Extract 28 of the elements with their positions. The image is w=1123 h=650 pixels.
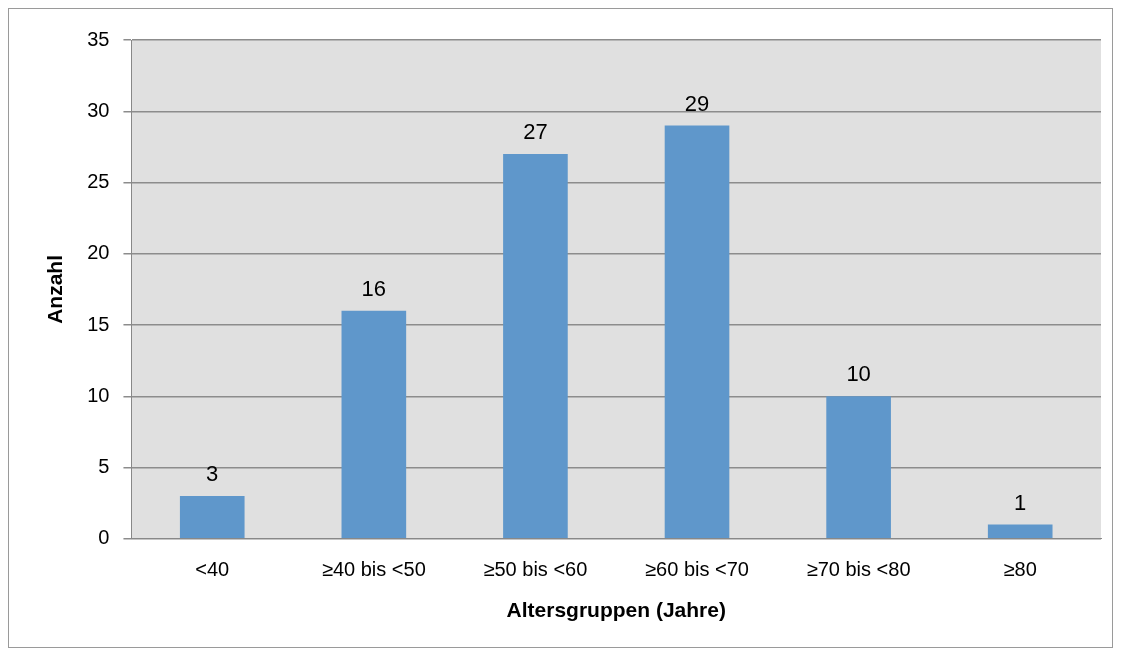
data-label: 3 bbox=[206, 461, 219, 487]
bar bbox=[503, 154, 568, 539]
y-axis-title: Anzahl bbox=[43, 254, 67, 324]
y-tick-label: 35 bbox=[87, 27, 110, 50]
bar bbox=[664, 125, 730, 539]
bar bbox=[987, 524, 1053, 539]
data-label: 27 bbox=[523, 119, 548, 145]
y-tick-label: 15 bbox=[87, 312, 110, 335]
x-tick-label: ≥40 bis <50 bbox=[321, 558, 426, 581]
bar bbox=[826, 396, 891, 539]
bar bbox=[341, 310, 407, 539]
x-tick-label: ≥70 bis <80 bbox=[806, 558, 911, 581]
y-tick-label: 30 bbox=[87, 98, 110, 121]
x-axis-title: Altersgruppen (Jahre) bbox=[506, 598, 726, 622]
y-tick-label: 20 bbox=[87, 241, 110, 264]
y-tick-label: 25 bbox=[87, 170, 110, 193]
data-label: 10 bbox=[846, 361, 871, 387]
x-tick-label: ≥50 bis <60 bbox=[483, 558, 588, 581]
x-tick-label: ≥60 bis <70 bbox=[645, 558, 749, 581]
data-label: 29 bbox=[684, 90, 710, 116]
y-tick-label: 0 bbox=[98, 526, 110, 549]
bar bbox=[179, 496, 245, 539]
data-label: 1 bbox=[1014, 489, 1027, 515]
y-tick-label: 10 bbox=[87, 383, 110, 406]
y-tick-label: 5 bbox=[98, 455, 110, 478]
data-label: 16 bbox=[361, 275, 387, 301]
x-tick-label: ≥80 bbox=[1003, 558, 1037, 581]
x-tick-label: <40 bbox=[195, 558, 230, 581]
